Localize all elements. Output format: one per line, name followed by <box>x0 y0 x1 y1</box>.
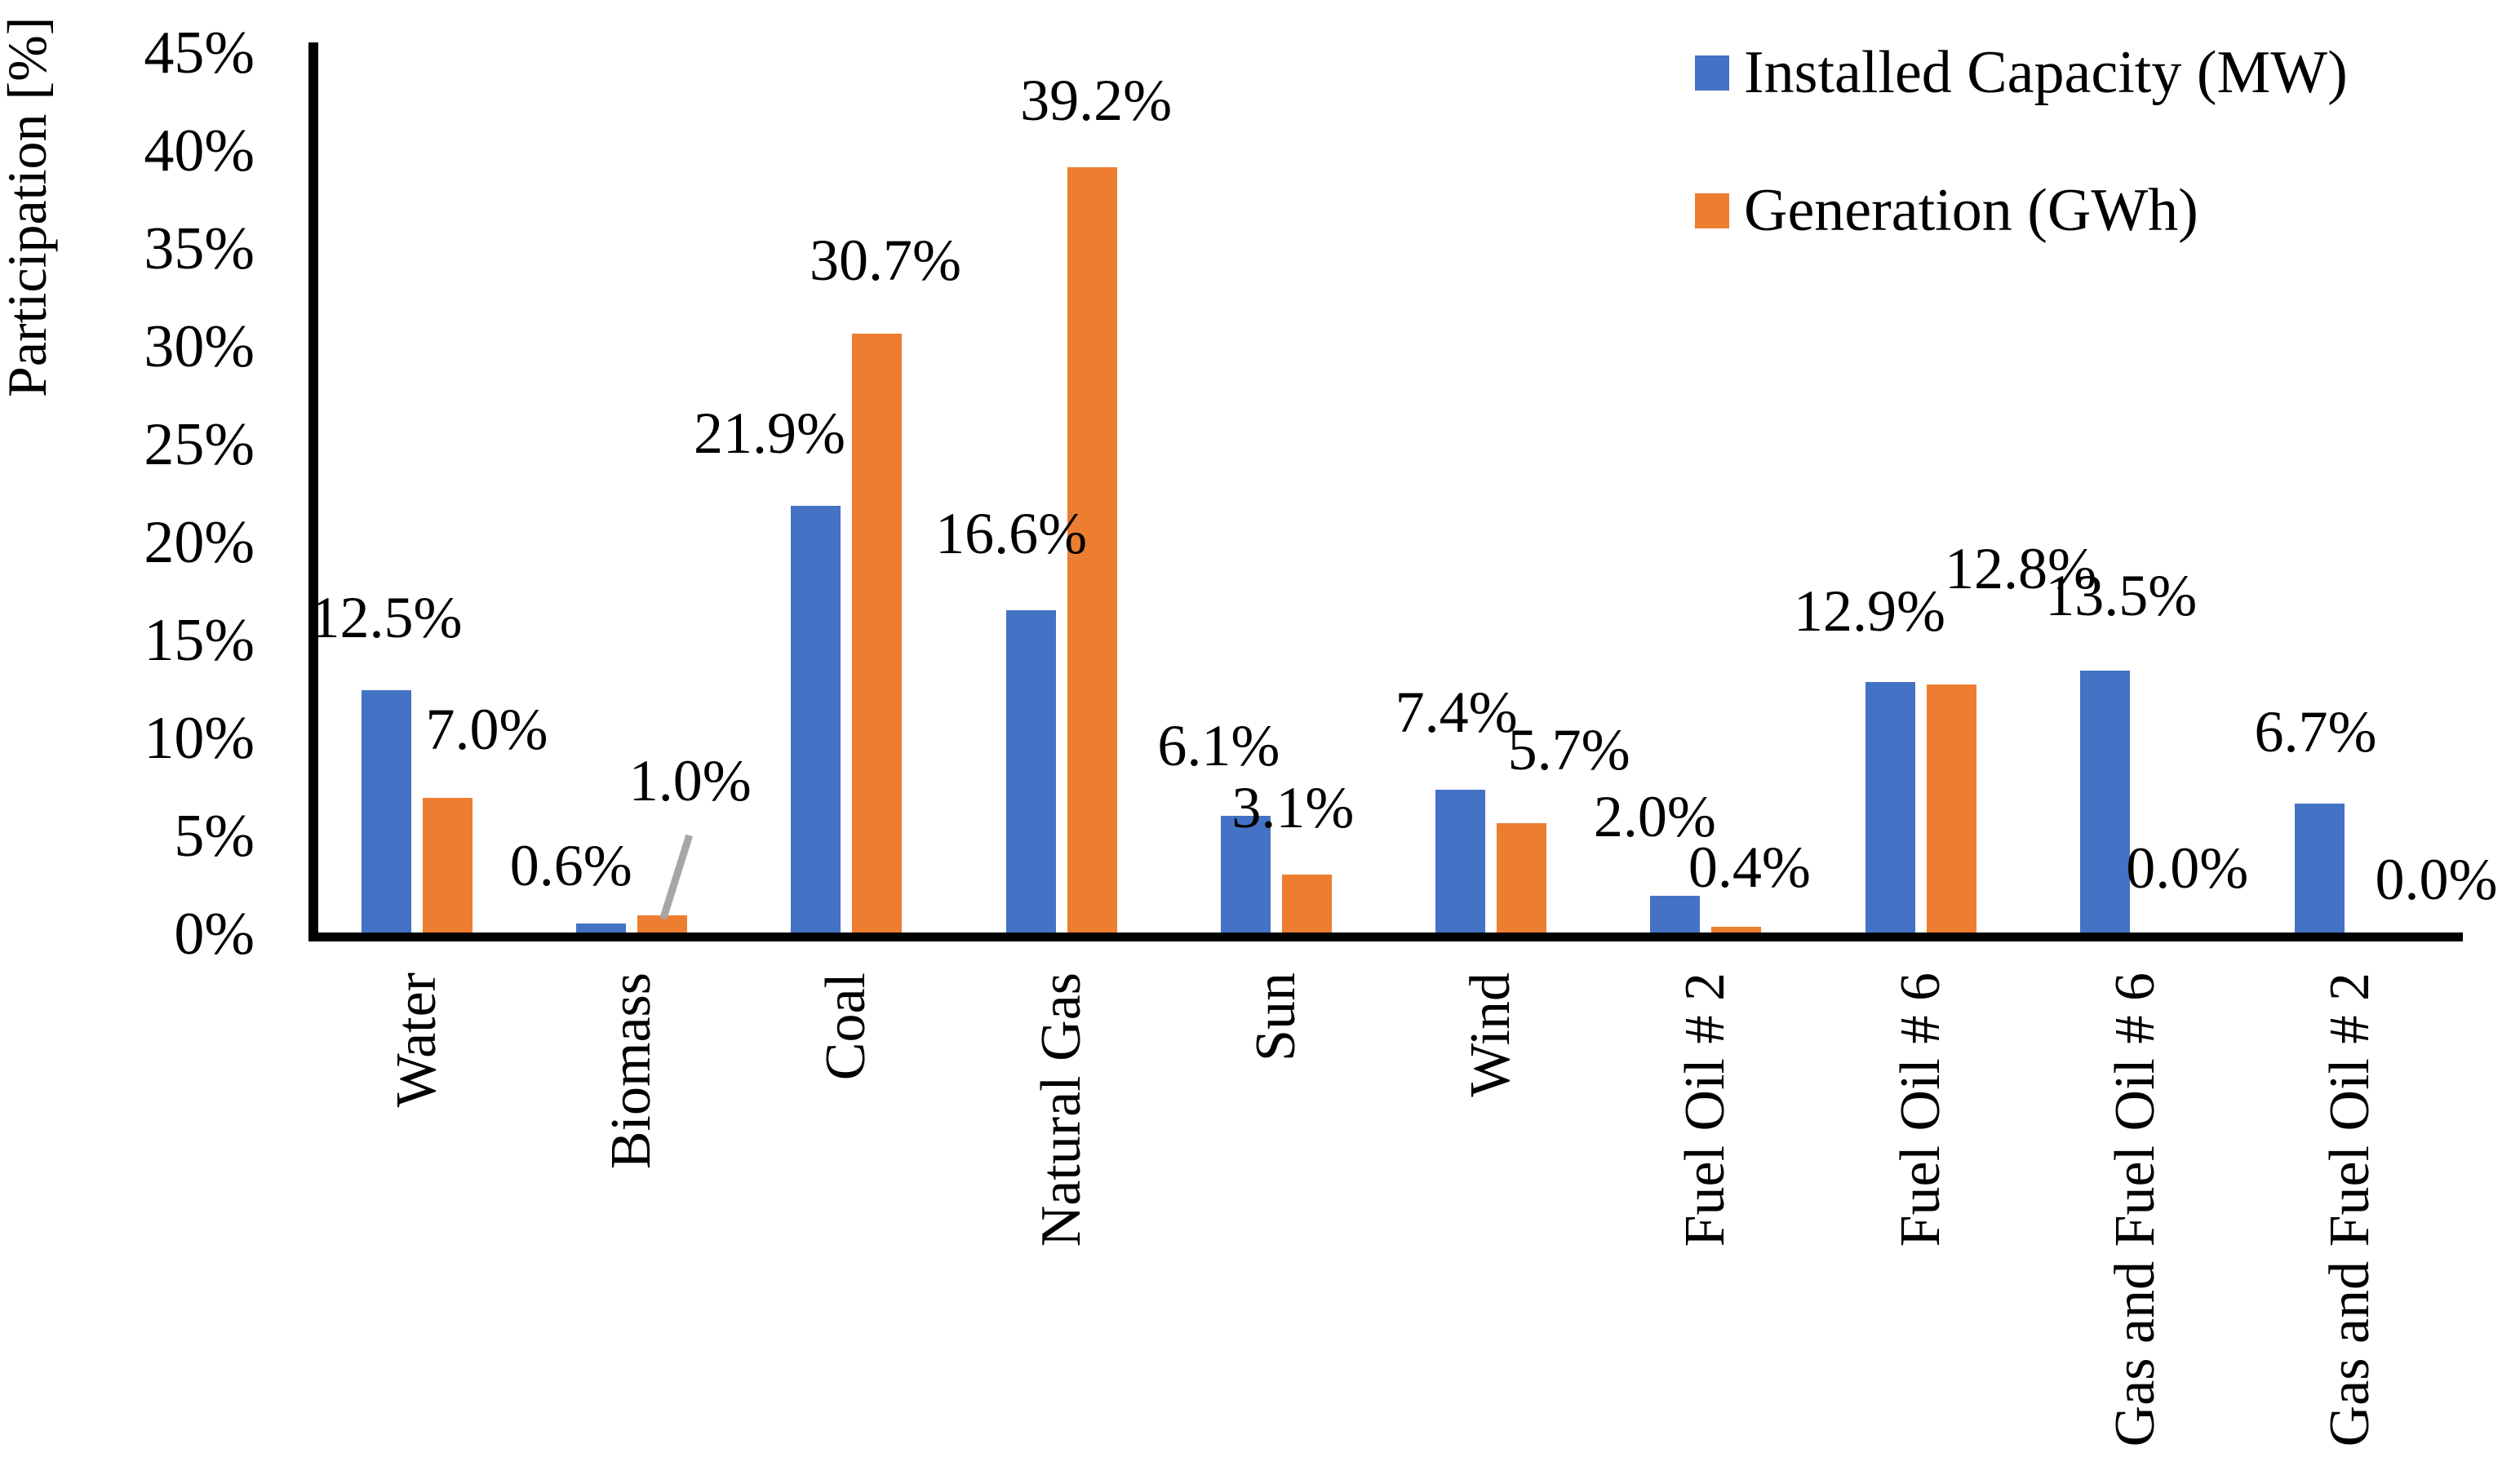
y-tick-label: 0% <box>174 901 255 968</box>
data-label: 6.1% <box>1157 713 1280 778</box>
legend-swatch <box>1695 55 1729 91</box>
x-category-label: Fuel Oil # 6 <box>1888 972 1952 1247</box>
bar-installed-capacity <box>1005 610 1056 935</box>
data-label: 7.0% <box>425 697 548 762</box>
x-axis-line <box>308 932 2463 941</box>
x-category-label: Fuel Oil # 2 <box>1674 972 1737 1247</box>
y-tick-label: 20% <box>144 509 255 576</box>
legend-swatch <box>1695 193 1729 228</box>
bar-installed-capacity <box>576 924 627 935</box>
bar-installed-capacity <box>1865 682 1915 935</box>
data-label: 0.0% <box>2126 835 2249 901</box>
data-label: 1.0% <box>628 748 752 813</box>
y-tick-label: 40% <box>144 117 255 184</box>
legend-label: Generation (GWh) <box>1744 177 2198 244</box>
x-category-label: Wind <box>1459 972 1523 1097</box>
data-label: 0.0% <box>2375 847 2498 912</box>
bar-generation <box>1711 927 1762 935</box>
y-tick-label: 10% <box>144 705 255 772</box>
data-label: 30.7% <box>809 228 961 293</box>
bar-generation <box>1497 823 1547 935</box>
data-label: 3.1% <box>1231 775 1355 840</box>
data-label: 12.8% <box>1945 536 2097 601</box>
bar-generation <box>1926 684 1976 935</box>
x-category-label: Natural Gas <box>1029 972 1093 1247</box>
y-axis-line <box>308 42 318 941</box>
data-label: 2.0% <box>1593 784 1716 849</box>
bar-installed-capacity <box>791 506 841 935</box>
bar-generation <box>1067 167 1117 935</box>
bar-generation <box>1281 875 1332 935</box>
x-category-label: Biomass <box>600 972 663 1170</box>
y-tick-label: 35% <box>144 215 255 282</box>
data-label: 12.9% <box>1794 578 1946 644</box>
data-label: 21.9% <box>693 401 845 466</box>
data-label: 13.5% <box>2045 563 2198 628</box>
bar-generation <box>852 334 903 935</box>
x-category-label: Coal <box>814 972 878 1081</box>
data-label: 7.4% <box>1395 680 1518 745</box>
data-label: 16.6% <box>935 501 1088 566</box>
legend-label: Installed Capacity (MW) <box>1744 39 2348 106</box>
data-label: 12.5% <box>310 585 463 650</box>
bar-installed-capacity <box>1435 790 1486 935</box>
data-label: 0.4% <box>1688 835 1811 900</box>
bar-installed-capacity <box>1650 896 1701 935</box>
x-category-label: Gas and Fuel Oil # 2 <box>2318 972 2381 1447</box>
bar-installed-capacity <box>2294 804 2345 935</box>
y-tick-label: 5% <box>174 803 255 870</box>
x-category-label: Gas and Fuel Oil # 6 <box>2103 972 2167 1447</box>
x-category-label: Water <box>385 972 448 1108</box>
y-tick-label: 30% <box>144 313 255 380</box>
x-category-label: Sun <box>1244 972 1307 1061</box>
bar-installed-capacity <box>362 690 411 935</box>
data-label: 39.2% <box>1020 68 1173 133</box>
bar-installed-capacity <box>1220 816 1271 935</box>
y-tick-label: 25% <box>144 411 255 478</box>
data-label: 5.7% <box>1507 717 1630 782</box>
y-tick-label: 45% <box>144 20 255 86</box>
bar-installed-capacity <box>2079 671 2130 935</box>
bar-generation <box>637 915 688 935</box>
bar-generation <box>423 798 472 935</box>
data-label: 6.7% <box>2254 699 2377 764</box>
y-tick-label: 15% <box>144 607 255 674</box>
data-label: 0.6% <box>509 833 632 898</box>
